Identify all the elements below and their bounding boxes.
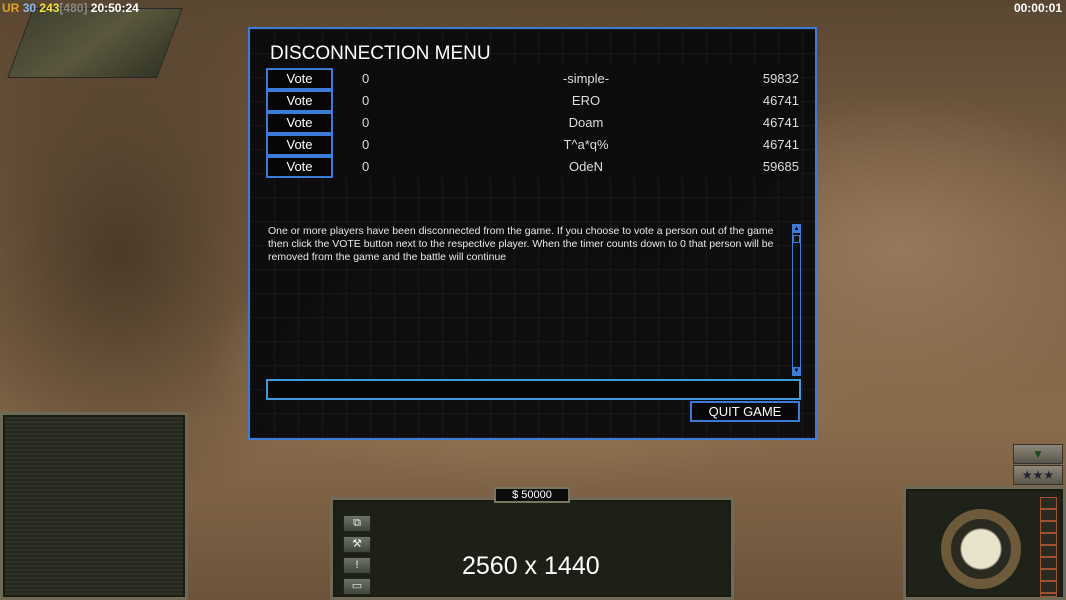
vote-button[interactable]: Vote [266,134,333,156]
scroll-up-icon[interactable]: ▲ [793,225,800,233]
vote-count: 0 [362,71,370,86]
message-box: One or more players have been disconnect… [266,222,801,378]
scrollbar[interactable]: ▲ ▼ [792,224,801,376]
base-building[interactable] [7,8,183,78]
scroll-down-icon[interactable]: ▼ [793,367,800,375]
hud-value-1: 30 [22,1,37,15]
message-text: One or more players have been disconnect… [268,225,774,263]
resolution-overlay: 2560 x 1440 [462,552,600,580]
player-name: Doam [568,115,604,130]
vote-button[interactable]: Vote [266,68,333,90]
wrench-icon[interactable]: ⚒ [343,536,371,553]
hud-value-2: 243 [39,1,60,15]
signpost-icon[interactable]: ▭ [343,578,371,595]
vote-count: 0 [362,93,370,108]
game-timer: 00:00:01 [1013,1,1062,15]
vote-button[interactable]: Vote [266,156,333,178]
command-bar: ⧉ ⚒ ! ▭ [330,497,734,600]
faction-emblem-icon [941,509,1021,589]
vote-button[interactable]: Vote [266,112,333,134]
vote-count: 0 [362,137,370,152]
radar-panel [903,486,1066,600]
hud-limit: [480] [59,1,88,15]
faction-label: UR [2,1,20,15]
player-name: T^a*q% [563,137,609,152]
player-row: Vote 0 T^a*q% 46741 [266,134,800,156]
player-ping: 46741 [762,93,799,108]
vote-count: 0 [362,159,370,174]
vote-count: 0 [362,115,370,130]
disconnection-dialog: DISCONNECTION MENU Vote 0 -simple- 59832… [248,27,817,440]
clock: 20:50:24 [90,1,139,15]
scroll-thumb[interactable] [793,235,800,243]
windows-icon[interactable]: ⧉ [343,515,371,532]
rank-stars-icon[interactable]: ★★★ [1013,465,1063,485]
money-display: $ 50000 [494,487,570,503]
unit-portrait-panel [0,412,188,600]
chat-input[interactable] [266,379,801,400]
player-name: OdeN [569,159,603,174]
player-ping: 59832 [762,71,799,86]
player-ping: 46741 [762,137,799,152]
player-ping: 46741 [762,115,799,130]
alert-icon[interactable]: ! [343,557,371,574]
player-row: Vote 0 OdeN 59685 [266,156,800,178]
dialog-title: DISCONNECTION MENU [270,43,491,64]
vote-button[interactable]: Vote [266,90,333,112]
player-name: ERO [571,93,601,108]
quit-game-button[interactable]: QUIT GAME [690,401,800,422]
player-name: -simple- [562,71,610,86]
resource-readout: UR 30 243[480] 20:50:24 [2,1,139,15]
player-row: Vote 0 Doam 46741 [266,112,800,134]
player-ping: 59685 [762,159,799,174]
player-row: Vote 0 ERO 46741 [266,90,800,112]
collapse-arrow-icon[interactable]: ▼ [1013,444,1063,464]
player-row: Vote 0 -simple- 59832 [266,68,800,90]
player-list: Vote 0 -simple- 59832 Vote 0 ERO 46741 V… [266,68,800,178]
power-meter [1040,497,1057,597]
